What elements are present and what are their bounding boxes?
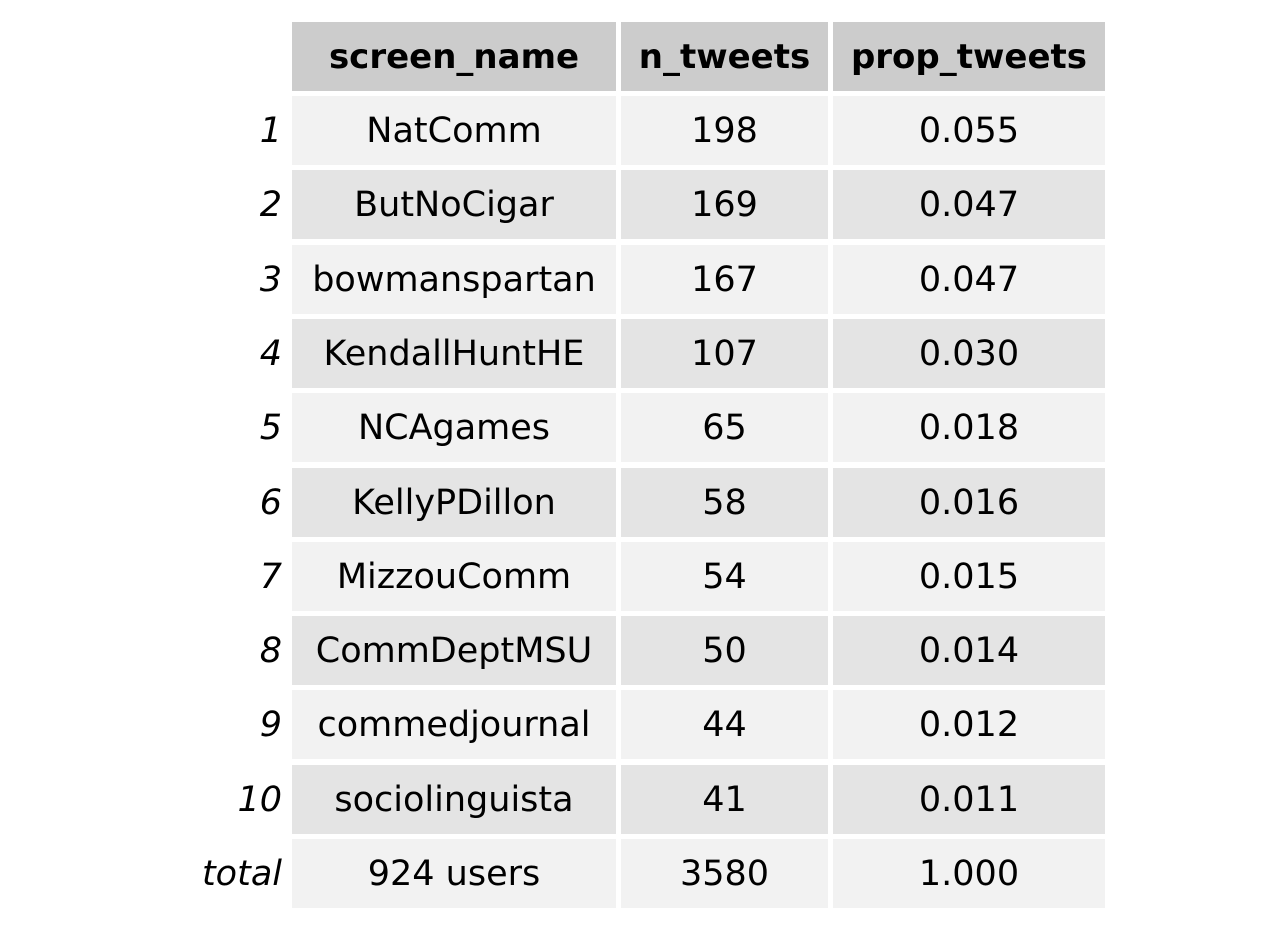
row-label: 1	[259, 110, 282, 151]
cell-n-tweets: 44	[621, 690, 828, 759]
cell-n-tweets: 65	[621, 393, 828, 462]
header-n-tweets: n_tweets	[621, 22, 828, 91]
cell-n-tweets: 3580	[621, 839, 828, 908]
row-label: 5	[259, 407, 282, 448]
row-label: total	[201, 853, 282, 894]
cell-n-tweets: 107	[621, 319, 828, 388]
cell-screen-name: ButNoCigar	[292, 170, 616, 239]
cell-prop-tweets: 0.047	[833, 170, 1105, 239]
row-label: 6	[259, 482, 282, 523]
row-label: 4	[259, 333, 282, 374]
header-prop-tweets: prop_tweets	[833, 22, 1105, 91]
cell-n-tweets: 41	[621, 765, 828, 834]
cell-prop-tweets: 0.011	[833, 765, 1105, 834]
cell-screen-name: sociolinguista	[292, 765, 616, 834]
cell-screen-name: MizzouComm	[292, 542, 616, 611]
row-label: 9	[259, 704, 282, 745]
cell-prop-tweets: 0.018	[833, 393, 1105, 462]
cell-screen-name: NatComm	[292, 96, 616, 165]
cell-n-tweets: 198	[621, 96, 828, 165]
cell-n-tweets: 50	[621, 616, 828, 685]
cell-screen-name: commedjournal	[292, 690, 616, 759]
header-screen-name: screen_name	[292, 22, 616, 91]
cell-screen-name: bowmanspartan	[292, 245, 616, 314]
row-label: 8	[259, 630, 282, 671]
cell-prop-tweets: 1.000	[833, 839, 1105, 908]
cell-prop-tweets: 0.014	[833, 616, 1105, 685]
cell-prop-tweets: 0.047	[833, 245, 1105, 314]
row-label: 7	[259, 556, 282, 597]
row-label: 2	[259, 184, 282, 225]
cell-screen-name: 924 users	[292, 839, 616, 908]
cell-prop-tweets: 0.016	[833, 468, 1105, 537]
cell-n-tweets: 169	[621, 170, 828, 239]
cell-screen-name: KellyPDillon	[292, 468, 616, 537]
cell-prop-tweets: 0.030	[833, 319, 1105, 388]
cell-screen-name: KendallHuntHE	[292, 319, 616, 388]
cell-screen-name: CommDeptMSU	[292, 616, 616, 685]
cell-n-tweets: 58	[621, 468, 828, 537]
cell-n-tweets: 167	[621, 245, 828, 314]
cell-n-tweets: 54	[621, 542, 828, 611]
row-label: 10	[237, 779, 282, 820]
cell-prop-tweets: 0.012	[833, 690, 1105, 759]
cell-screen-name: NCAgames	[292, 393, 616, 462]
row-label: 3	[259, 259, 282, 300]
cell-prop-tweets: 0.055	[833, 96, 1105, 165]
cell-prop-tweets: 0.015	[833, 542, 1105, 611]
